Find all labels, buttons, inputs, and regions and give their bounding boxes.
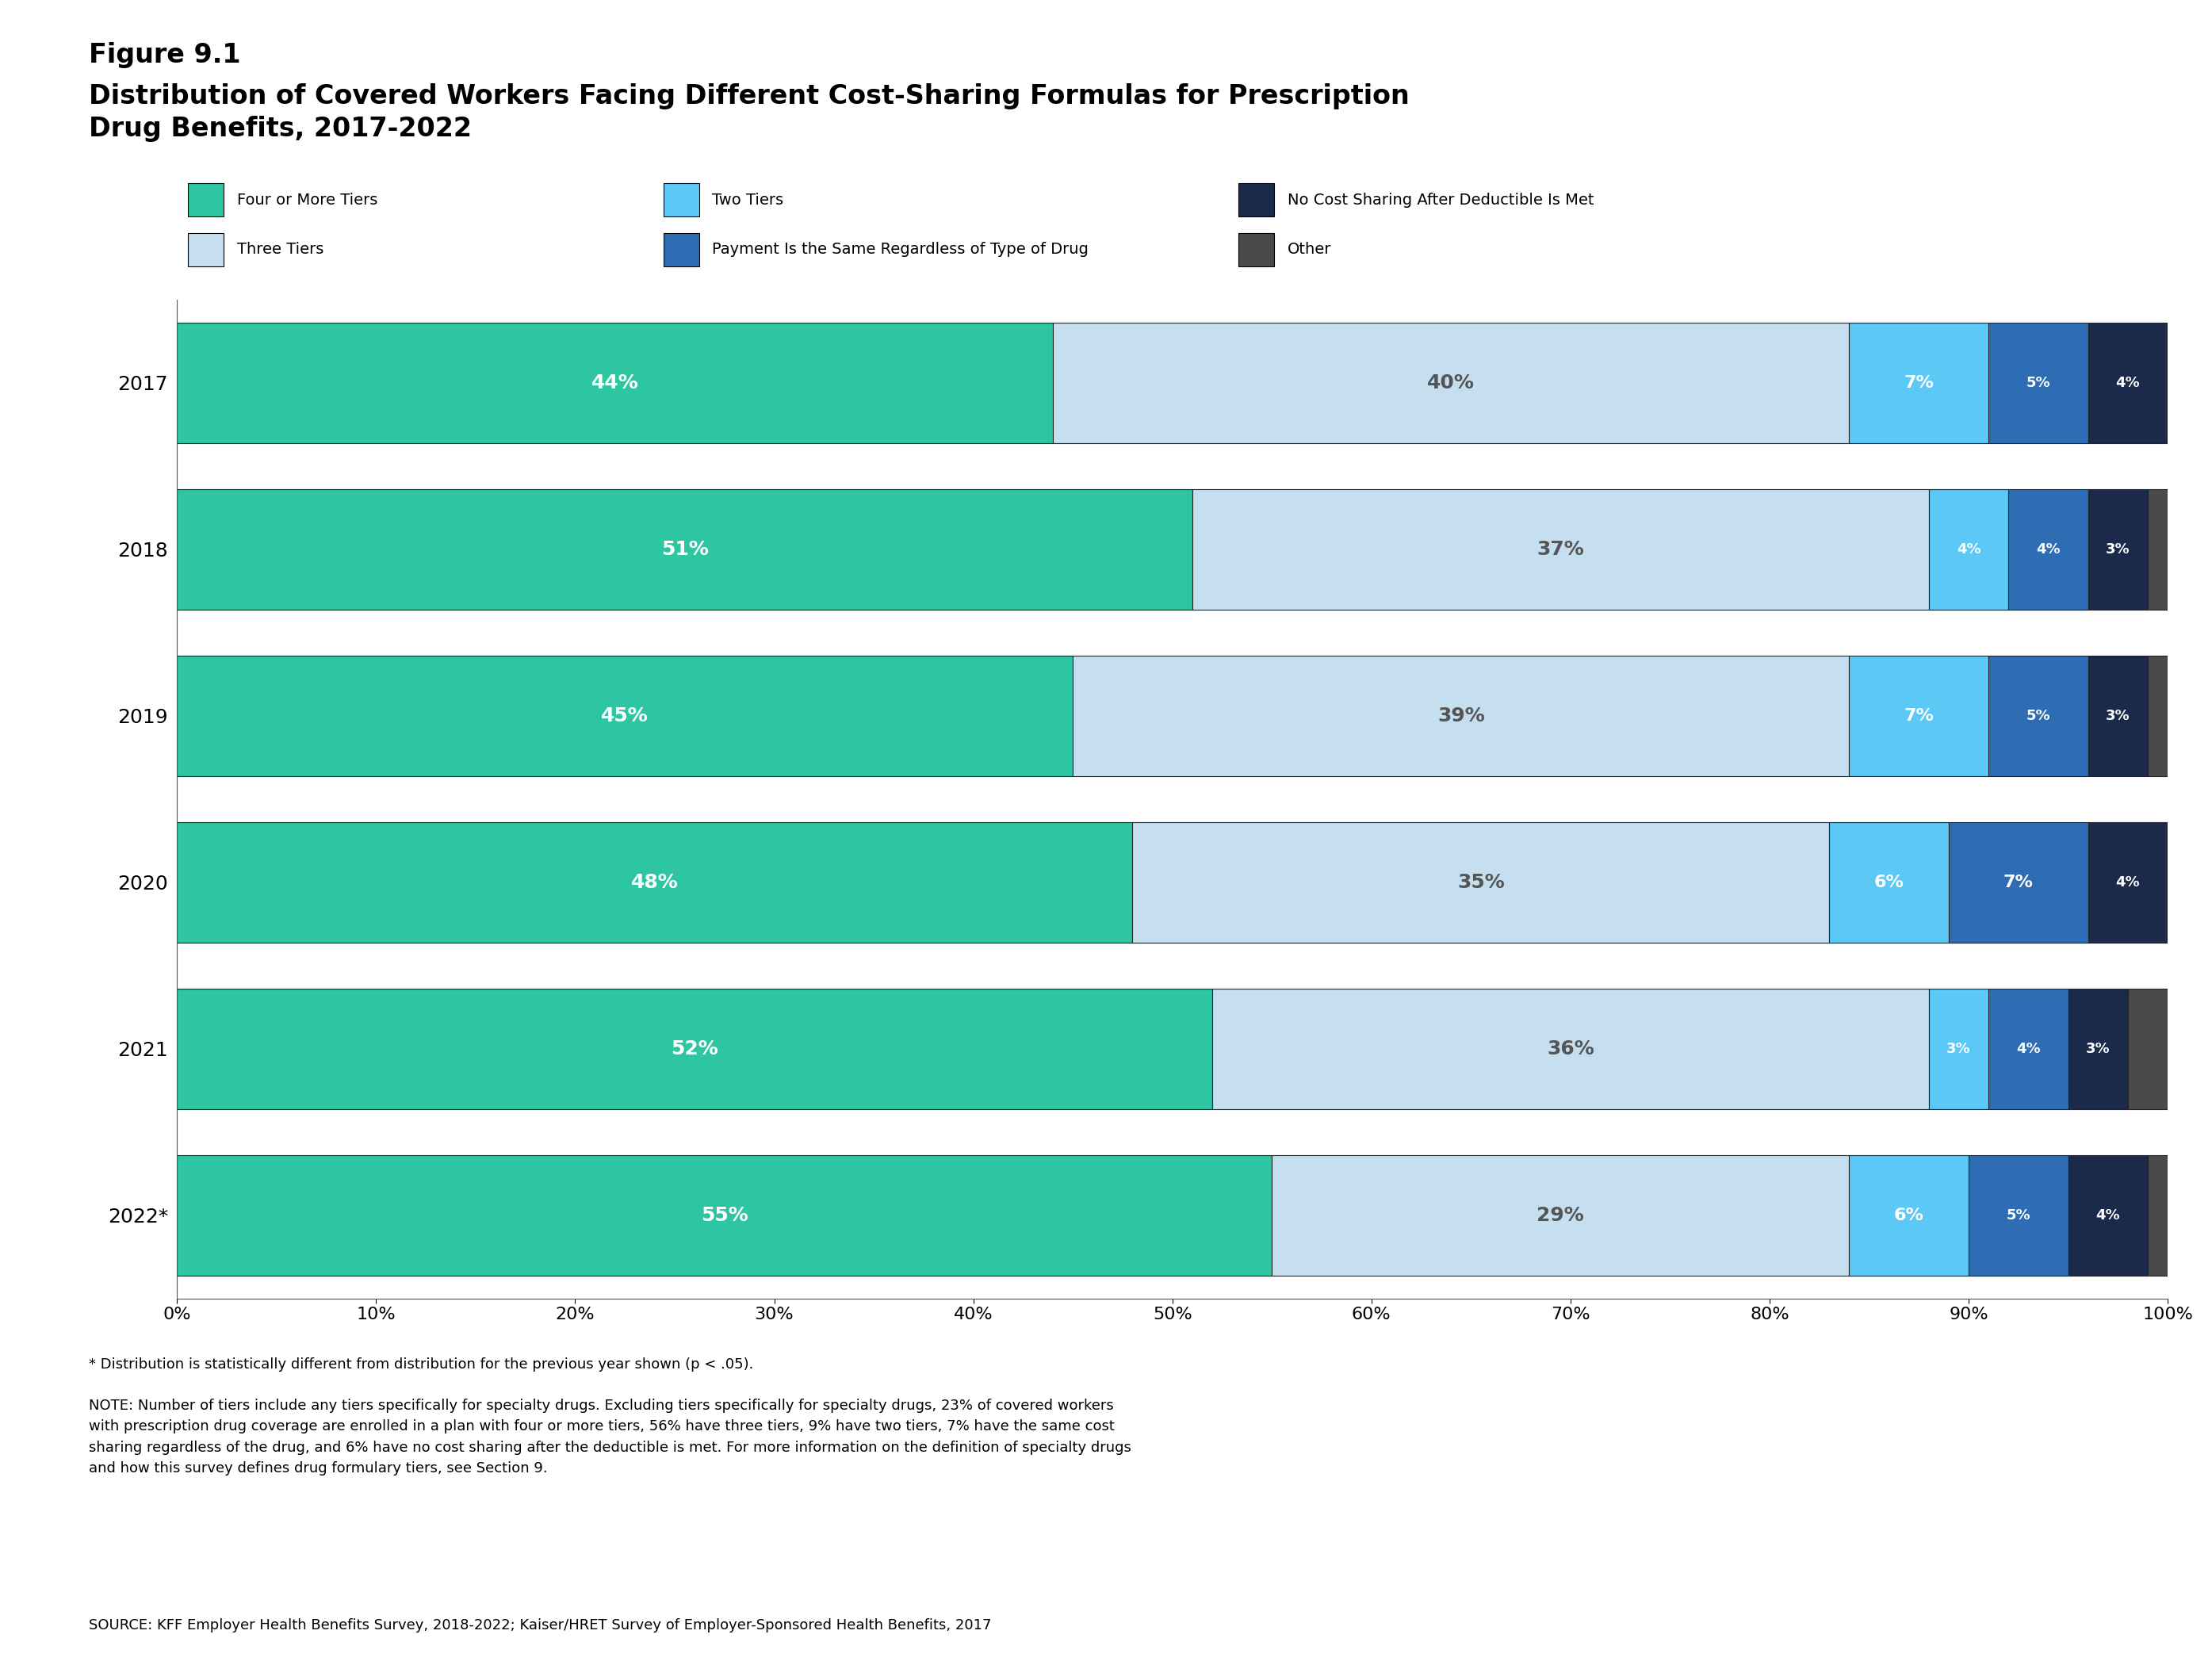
Text: * Distribution is statistically different from distribution for the previous yea: * Distribution is statistically differen… — [88, 1357, 752, 1372]
Text: 55%: 55% — [701, 1205, 748, 1225]
Bar — [1969, 1156, 2068, 1275]
Text: 4%: 4% — [2017, 1042, 2039, 1056]
Text: 44%: 44% — [591, 373, 639, 393]
Text: 4%: 4% — [2117, 876, 2139, 889]
Text: Distribution of Covered Workers Facing Different Cost-Sharing Formulas for Presc: Distribution of Covered Workers Facing D… — [88, 83, 1409, 142]
Bar — [2088, 323, 2168, 443]
Bar — [2068, 989, 2128, 1109]
Bar — [2068, 1156, 2148, 1275]
Text: 5%: 5% — [2026, 709, 2051, 723]
Text: 6%: 6% — [1874, 874, 1905, 891]
Text: 45%: 45% — [602, 706, 648, 726]
Text: 36%: 36% — [1546, 1039, 1595, 1059]
Bar — [1212, 989, 1929, 1109]
Bar — [2148, 656, 2168, 776]
Text: Other: Other — [1287, 241, 1332, 258]
Text: 29%: 29% — [1537, 1205, 1584, 1225]
Text: 37%: 37% — [1537, 539, 1584, 559]
Text: 5%: 5% — [2006, 1209, 2031, 1222]
Bar — [2148, 490, 2168, 609]
Text: NOTE: Number of tiers include any tiers specifically for specialty drugs. Exclud: NOTE: Number of tiers include any tiers … — [88, 1399, 1130, 1475]
Text: 35%: 35% — [1458, 872, 1504, 892]
Bar — [2128, 989, 2168, 1109]
Text: No Cost Sharing After Deductible Is Met: No Cost Sharing After Deductible Is Met — [1287, 191, 1595, 208]
Bar — [1272, 1156, 1849, 1275]
Bar — [1849, 323, 1989, 443]
Text: 4%: 4% — [2117, 376, 2139, 390]
Text: Two Tiers: Two Tiers — [712, 191, 783, 208]
Text: 3%: 3% — [2086, 1042, 2110, 1056]
Text: SOURCE: KFF Employer Health Benefits Survey, 2018-2022; Kaiser/HRET Survey of Em: SOURCE: KFF Employer Health Benefits Sur… — [88, 1618, 991, 1633]
Bar — [177, 1156, 1272, 1275]
Bar — [177, 490, 1192, 609]
Text: 6%: 6% — [1893, 1207, 1924, 1224]
Bar — [1929, 490, 2008, 609]
Text: Payment Is the Same Regardless of Type of Drug: Payment Is the Same Regardless of Type o… — [712, 241, 1088, 258]
Text: 3%: 3% — [2106, 543, 2130, 556]
Bar — [1849, 1156, 1969, 1275]
Text: Four or More Tiers: Four or More Tiers — [237, 191, 378, 208]
Bar — [1949, 823, 2088, 942]
Text: 4%: 4% — [1958, 543, 1980, 556]
Bar — [177, 823, 1133, 942]
Bar — [2008, 490, 2088, 609]
Bar — [2088, 490, 2148, 609]
Bar — [1192, 490, 1929, 609]
Text: 4%: 4% — [2097, 1209, 2119, 1222]
Text: 5%: 5% — [2026, 376, 2051, 390]
Bar — [1073, 656, 1849, 776]
Text: 3%: 3% — [2106, 709, 2130, 723]
Text: 48%: 48% — [630, 872, 679, 892]
Text: 3%: 3% — [1947, 1042, 1971, 1056]
Text: 51%: 51% — [661, 539, 708, 559]
Text: Three Tiers: Three Tiers — [237, 241, 323, 258]
Bar — [1989, 989, 2068, 1109]
Bar — [2088, 656, 2148, 776]
Bar — [177, 989, 1212, 1109]
Bar — [2088, 823, 2168, 942]
Bar — [1849, 656, 1989, 776]
Text: 40%: 40% — [1427, 373, 1475, 393]
Bar — [1133, 823, 1829, 942]
Text: 7%: 7% — [1905, 708, 1933, 724]
Bar — [1989, 323, 2088, 443]
Bar — [1053, 323, 1849, 443]
Text: Figure 9.1: Figure 9.1 — [88, 42, 241, 68]
Text: 4%: 4% — [2037, 543, 2059, 556]
Text: 52%: 52% — [670, 1039, 719, 1059]
Bar — [177, 323, 1053, 443]
Text: 39%: 39% — [1438, 706, 1484, 726]
Text: 7%: 7% — [1905, 375, 1933, 391]
Bar — [1989, 656, 2088, 776]
Text: 7%: 7% — [2004, 874, 2033, 891]
Bar — [1929, 989, 1989, 1109]
Bar — [1829, 823, 1949, 942]
Bar — [2148, 1156, 2168, 1275]
Bar — [177, 656, 1073, 776]
